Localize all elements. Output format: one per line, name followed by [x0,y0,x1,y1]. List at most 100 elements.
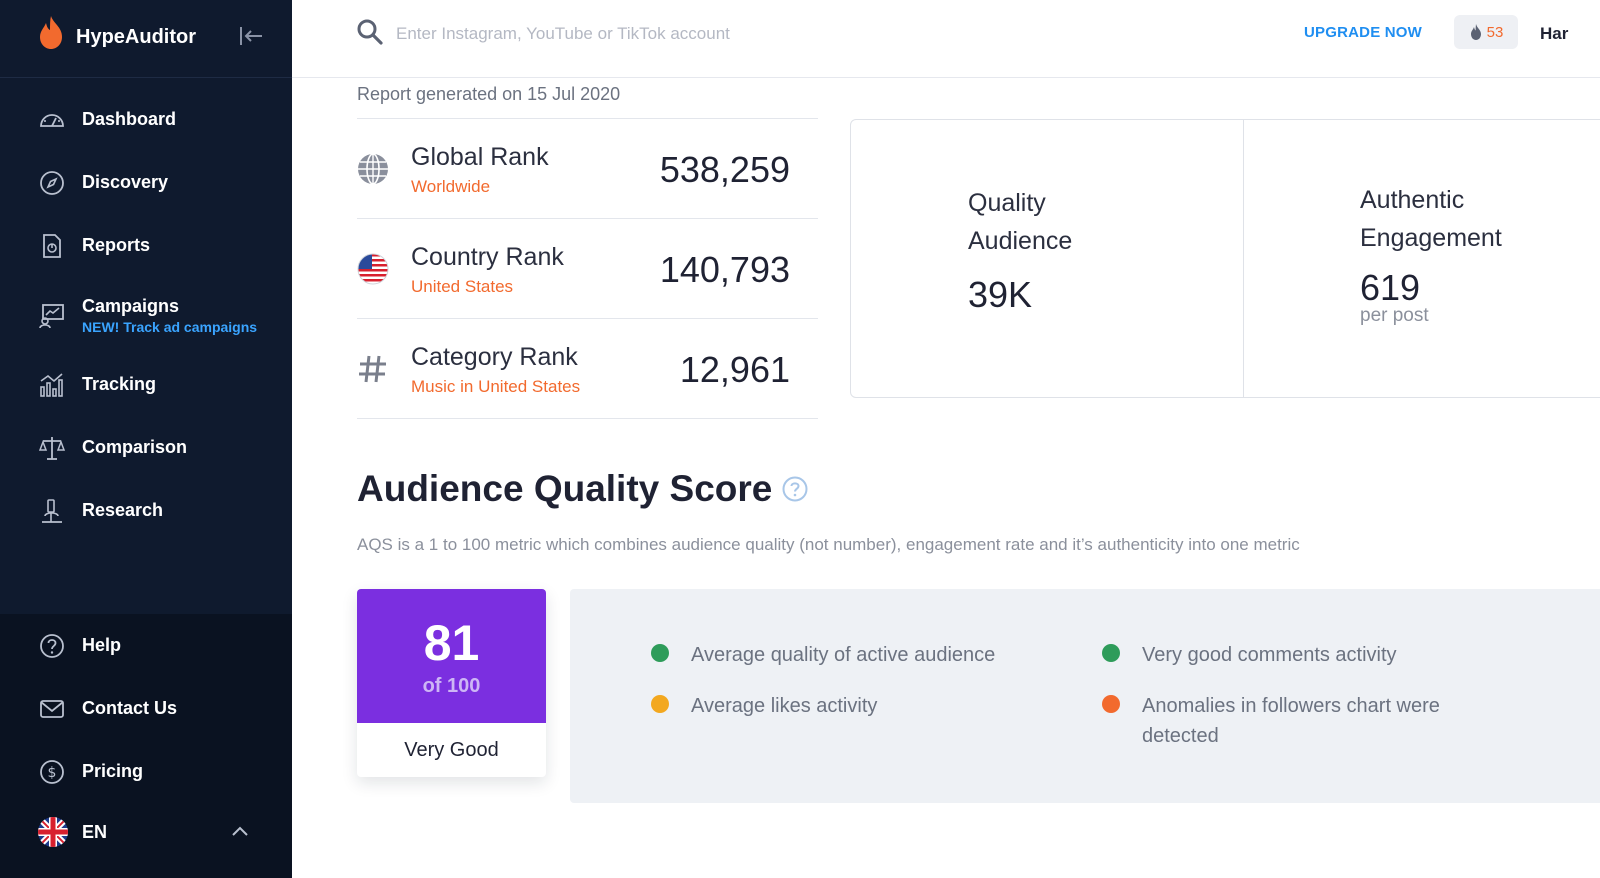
dashboard-icon [40,113,64,127]
dollar-icon: $ [40,759,64,784]
user-menu[interactable]: Har [1540,24,1569,43]
aqs-factors-panel: Average quality of active audience Avera… [570,589,1600,803]
sidebar-item-tracking[interactable]: Tracking [0,353,292,416]
globe-icon [358,153,388,185]
sidebar-item-label: Tracking [82,374,157,394]
question-icon[interactable] [782,476,808,502]
sidebar-item-label: Pricing [82,761,144,781]
sidebar: HypeAuditor Dashboard Discovery [0,0,292,878]
search-input[interactable] [396,18,996,50]
uk-flag-icon [38,817,68,847]
topbar: UPGRADE NOW 53 Har [292,0,1600,78]
sidebar-item-label: Contact Us [82,698,178,718]
sidebar-item-label: Dashboard [82,109,177,129]
sidebar-item-campaigns[interactable]: Campaigns NEW! Track ad campaigns [0,277,292,353]
rank-scope: United States [411,277,514,296]
aqs-score-rating: Very Good [404,739,499,761]
aqs-factor-text: Very good comments activity [1142,644,1397,666]
collapse-sidebar-icon[interactable] [236,24,264,48]
aqs-score-max: of 100 [422,675,481,697]
stat-label-line: Authentic [1360,186,1465,214]
rank-value: 538,259 [659,149,790,190]
rank-row-category: Category Rank Music in United States 12,… [357,319,818,419]
scales-icon [38,436,66,460]
stat-authentic-engagement: Authentic Engagement 619 per post [1360,181,1502,458]
mail-icon [40,699,64,718]
flame-logo-icon [40,16,62,49]
status-dot-yellow [651,695,669,713]
app-logo-text: HypeAuditor [76,26,196,48]
aqs-factor-text: Average likes activity [691,695,878,717]
sidebar-item-label: Discovery [82,172,169,192]
stat-unit: per post [1360,305,1429,326]
rank-scope: Worldwide [411,177,491,196]
microscope-icon [42,498,62,523]
us-flag-icon [357,253,389,285]
search-icon [357,19,383,45]
aqs-factor: Very good comments activity [1102,640,1397,670]
aqs-score-value: 81 [423,615,480,671]
sidebar-item-label: Comparison [82,437,188,457]
report-generated-date: Report generated on 15 Jul 2020 [357,84,621,104]
aqs-heading: Audience Quality Score [357,468,773,509]
stat-label-line: Engagement [1360,224,1502,252]
sidebar-item-label: Help [82,635,122,655]
compass-icon [40,170,64,195]
language-selector[interactable]: EN [0,802,292,862]
campaigns-new-badge: NEW! Track ad campaigns [82,318,258,335]
stat-divider [1243,120,1244,397]
stat-value: 619 [1360,267,1421,308]
stat-label: Quality Audience [968,184,1072,260]
chevron-up-icon [232,826,248,836]
sidebar-item-help[interactable]: Help [0,614,292,677]
sidebar-item-label: Campaigns [82,295,180,316]
stat-label-line: Audience [968,227,1073,255]
credits-count: 53 [1486,23,1504,41]
rank-row-country: Country Rank United States 140,793 [357,219,818,319]
aqs-factor-text: Anomalies in followers chart were detect… [1142,695,1440,747]
rank-title: Country Rank [411,243,564,271]
rank-scope: Music in United States [411,377,581,396]
aqs-description: AQS is a 1 to 100 metric which combines … [357,535,1300,554]
stat-quality-audience: Quality Audience 39K [968,184,1072,461]
sidebar-header: HypeAuditor [0,0,292,78]
sidebar-item-label: Reports [82,235,151,255]
rank-value: 140,793 [659,249,790,290]
stat-value: 39K [968,274,1033,315]
hash-icon [359,355,386,383]
report-icon [43,233,61,258]
sidebar-item-contact[interactable]: Contact Us [0,677,292,740]
aqs-score-panel: 81 of 100 [357,589,546,723]
aqs-score-card: 81 of 100 Very Good [357,589,546,777]
aqs-factor: Average likes activity [651,691,877,721]
sidebar-item-comparison[interactable]: Comparison [0,416,292,479]
help-circle-icon [40,633,64,658]
aqs-factor: Anomalies in followers chart were detect… [1102,691,1462,751]
rank-title: Global Rank [411,143,549,171]
tracking-icon [40,372,63,397]
rank-row-global: Global Rank Worldwide 538,259 [357,119,818,219]
sidebar-item-research[interactable]: Research [0,479,292,542]
status-dot-green [651,644,669,662]
sidebar-item-discovery[interactable]: Discovery [0,151,292,214]
campaign-icon [39,304,64,329]
sidebar-item-label: Research [82,500,164,520]
svg-text:$: $ [48,765,57,781]
rank-value: 12,961 [679,349,790,390]
stats-card: Quality Audience 39K Authentic Engagemen… [850,119,1600,398]
credits-badge[interactable]: 53 [1454,15,1518,49]
sidebar-nav: Dashboard Discovery Reports [0,88,292,542]
upgrade-now-link[interactable]: UPGRADE NOW [1304,24,1423,41]
stat-label: Authentic Engagement [1360,181,1502,257]
rank-list: Global Rank Worldwide 538,259 Country Ra… [357,118,818,419]
aqs-factor-text: Average quality of active audience [691,644,996,666]
sidebar-item-reports[interactable]: Reports [0,214,292,277]
flame-icon [1470,24,1481,40]
aqs-factor: Average quality of active audience [651,640,995,670]
stat-label-line: Quality [968,189,1046,217]
sidebar-item-dashboard[interactable]: Dashboard [0,88,292,151]
sidebar-item-pricing[interactable]: $ Pricing [0,740,292,803]
status-dot-orange [1102,695,1120,713]
rank-title: Category Rank [411,343,578,371]
language-label: EN [82,821,108,842]
